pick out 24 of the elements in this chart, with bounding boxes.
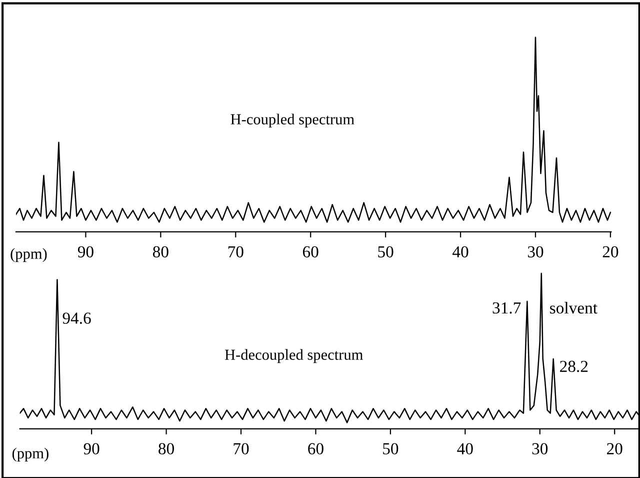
x-tick-label: 40 bbox=[457, 443, 473, 454]
annotation: 94.6 bbox=[62, 312, 91, 324]
x-tick-label: 60 bbox=[308, 443, 324, 454]
x-tick-label: 50 bbox=[378, 246, 394, 258]
x-tick-label: 90 bbox=[84, 443, 100, 454]
x-tick-label: 20 bbox=[606, 443, 622, 454]
x-tick-label: 70 bbox=[234, 443, 249, 454]
x-tick-label: 80 bbox=[158, 443, 174, 454]
x-tick-label: 90 bbox=[78, 246, 94, 258]
x-axis-title: (ppm) bbox=[10, 248, 47, 262]
x-tick-label: 60 bbox=[302, 246, 318, 258]
annotation: 28.2 bbox=[560, 360, 588, 372]
x-tick-label: 70 bbox=[228, 246, 244, 258]
annotation: 31.7 bbox=[492, 302, 521, 314]
x-tick-label: 50 bbox=[383, 443, 398, 454]
annotation: H-coupled spectrum bbox=[230, 114, 354, 128]
x-axis-title: (ppm) bbox=[12, 448, 48, 462]
annotation: H-decoupled spectrum bbox=[224, 349, 363, 363]
x-tick-label: 20 bbox=[602, 246, 618, 258]
x-tick-label: 30 bbox=[532, 443, 548, 454]
x-tick-label: 80 bbox=[152, 246, 168, 258]
annotation: solvent bbox=[550, 302, 598, 314]
x-tick-label: 30 bbox=[528, 246, 544, 258]
x-tick-label: 40 bbox=[452, 246, 468, 258]
